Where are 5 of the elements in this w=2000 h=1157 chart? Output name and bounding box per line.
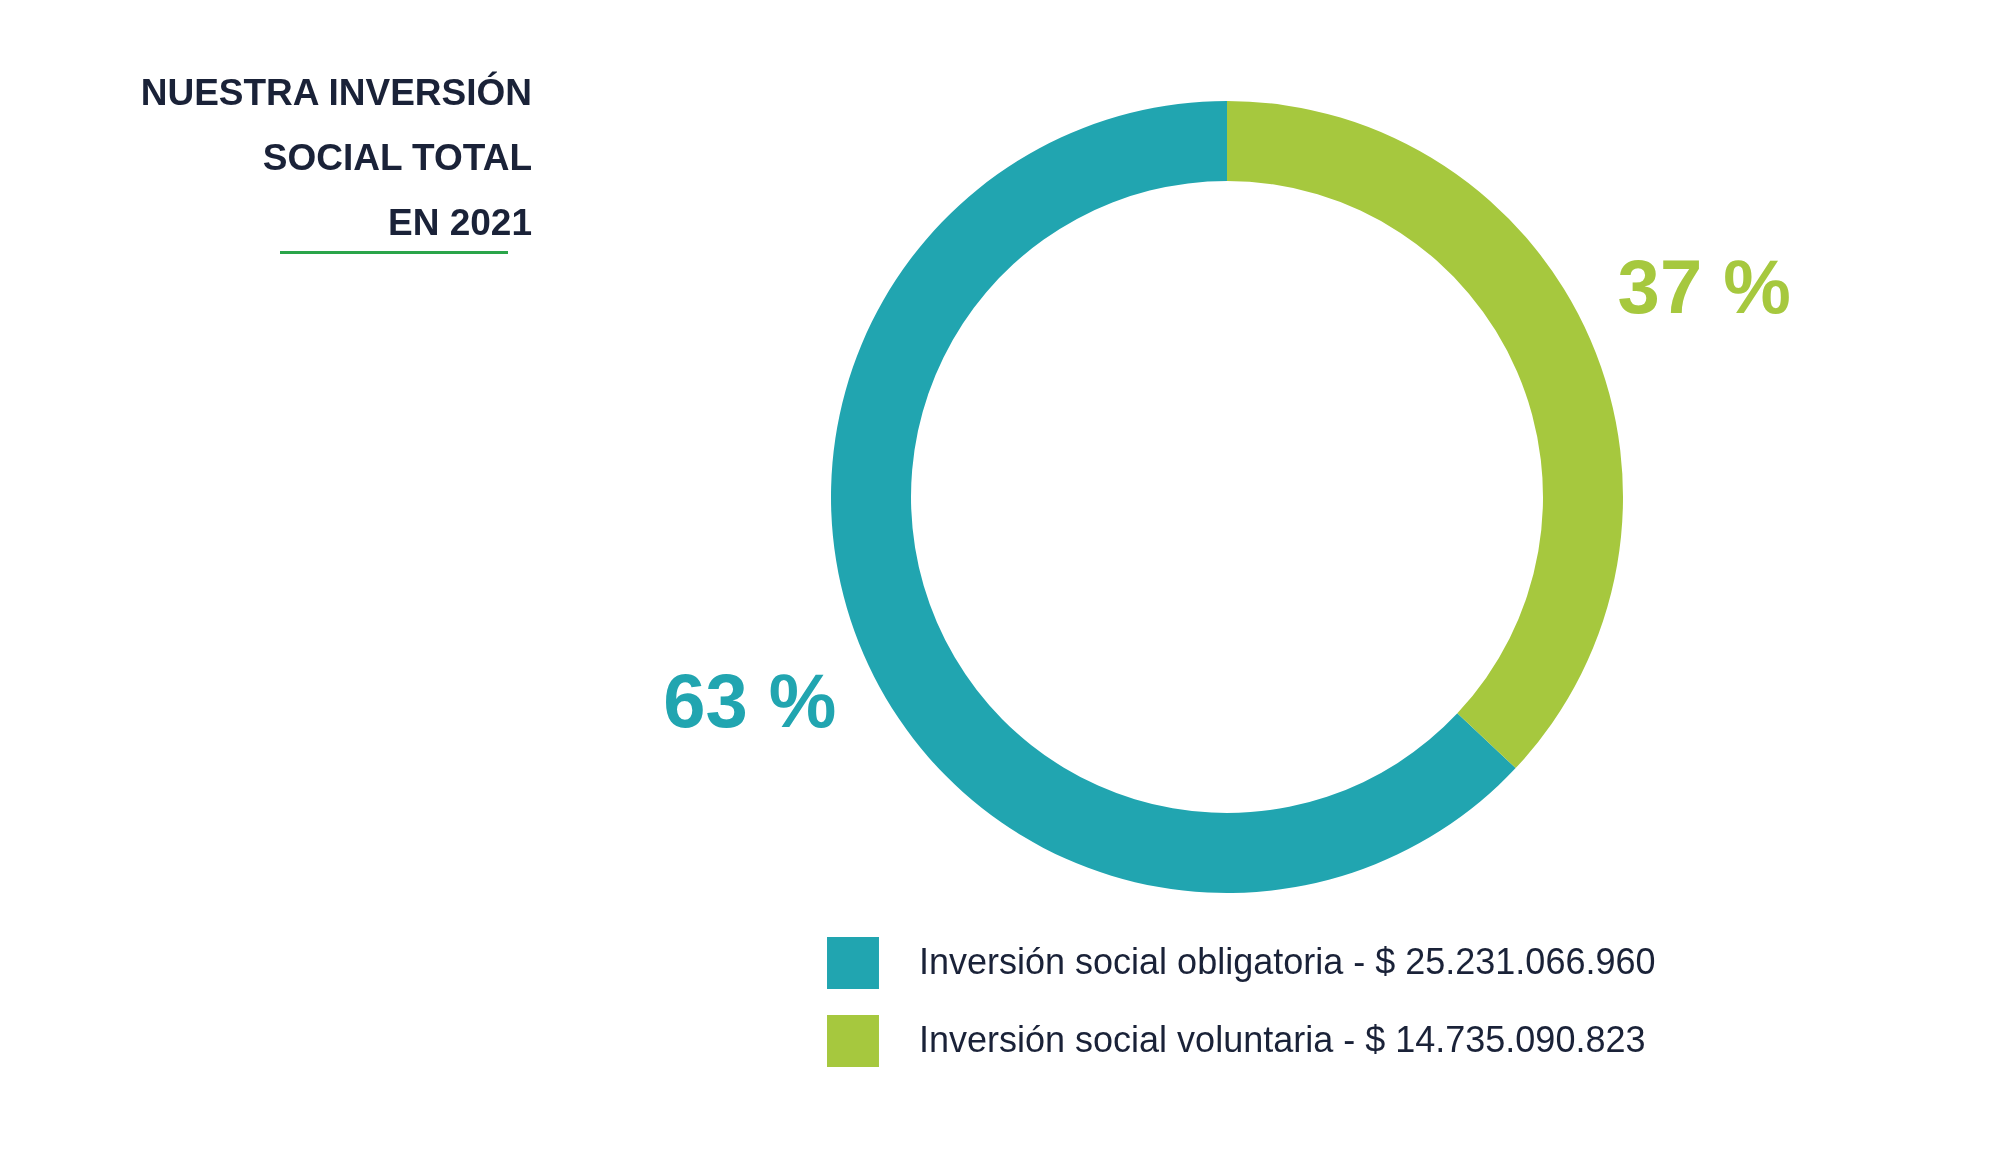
text: NUESTRA INVERSIÓN SOCIAL TOTAL EN 2021 <box>140 70 532 245</box>
data-label: 37 % <box>1617 244 1791 330</box>
legend-label: Inversión social obligatoria - $ 25.231.066.960 <box>919 941 1656 982</box>
data-label: 63 % <box>663 657 837 743</box>
legend-label: Inversión social voluntaria - $ 14.735.090.823 <box>919 1019 1646 1060</box>
